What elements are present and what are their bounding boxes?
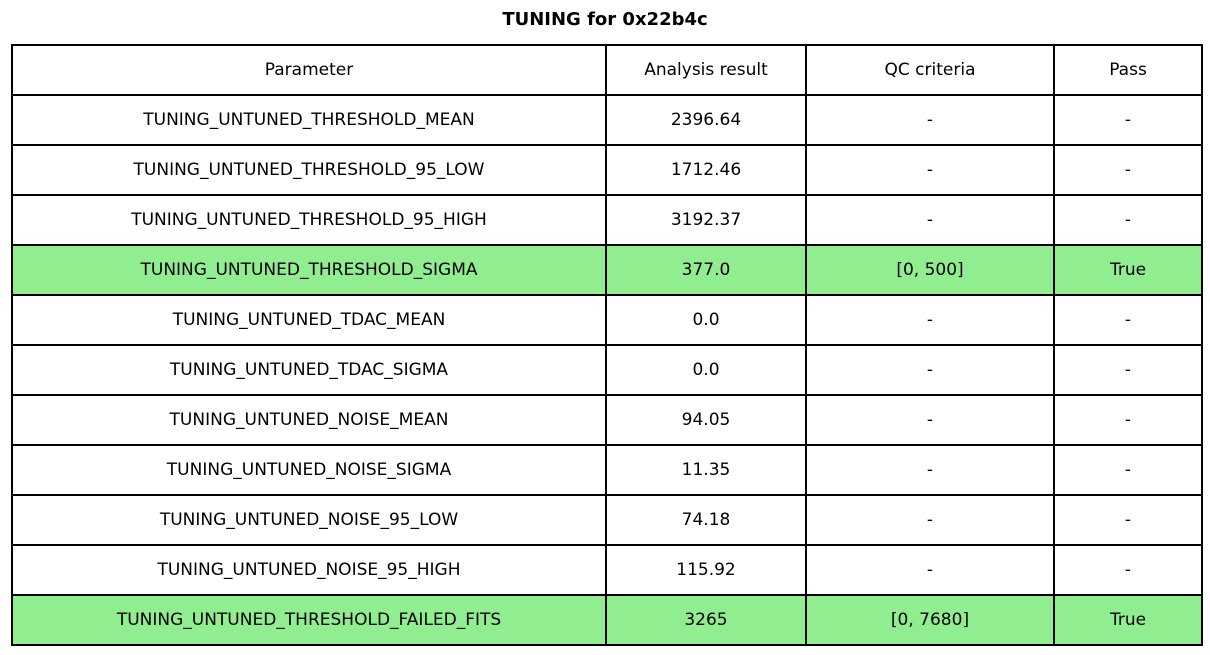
table-row: TUNING_UNTUNED_TDAC_MEAN 0.0- - [11,294,1203,346]
qc-criteria-cell: - [805,444,1055,496]
pass-cell: - [1053,294,1203,346]
qc-criteria-cell: - [805,544,1055,596]
pass-cell: - [1053,444,1203,496]
qc-criteria-cell: [0, 7680] [805,594,1055,646]
parameter-cell: TUNING_UNTUNED_NOISE_95_HIGH [11,544,607,596]
column-header-pass: Pass [1053,44,1203,96]
pass-cell: True [1053,594,1203,646]
pass-cell: - [1053,494,1203,546]
analysis-result-cell: 74.18 [605,494,807,546]
table-row: TUNING_UNTUNED_NOISE_SIGMA 11.35- - [11,444,1203,496]
analysis-result-cell: 2396.64 [605,94,807,146]
page-title: TUNING for 0x22b4c [502,9,708,30]
qc-criteria-cell: [0, 500] [805,244,1055,296]
table-row: TUNING_UNTUNED_NOISE_95_LOW 74.18- - [11,494,1203,546]
table-row: TUNING_UNTUNED_THRESHOLD_95_HIGH 3192.37-… [11,194,1203,246]
table-row: TUNING_UNTUNED_THRESHOLD_95_LOW 1712.46- - [11,144,1203,196]
pass-cell: - [1053,544,1203,596]
qc-criteria-cell: - [805,144,1055,196]
analysis-result-cell: 11.35 [605,444,807,496]
qc-criteria-cell: - [805,344,1055,396]
parameter-cell: TUNING_UNTUNED_THRESHOLD_FAILED_FITS [11,594,607,646]
parameter-cell: TUNING_UNTUNED_NOISE_95_LOW [11,494,607,546]
analysis-result-cell: 0.0 [605,294,807,346]
table-row: TUNING_UNTUNED_THRESHOLD_FAILED_FITS 3265… [11,594,1203,646]
table-row: TUNING_UNTUNED_THRESHOLD_SIGMA 377.0 [0, 5… [11,244,1203,296]
table-body: TUNING_UNTUNED_THRESHOLD_MEAN 2396.64- - TU… [11,94,1203,646]
table-row: TUNING_UNTUNED_NOISE_95_HIGH 115.92- - [11,544,1203,596]
column-header-analysis-result: Analysis result [605,44,807,96]
pass-cell: - [1053,144,1203,196]
parameter-cell: TUNING_UNTUNED_THRESHOLD_MEAN [11,94,607,146]
table-header: Parameter Analysis result QC criteria Pa… [11,44,1203,96]
parameter-cell: TUNING_UNTUNED_THRESHOLD_95_HIGH [11,194,607,246]
column-header-qc-criteria: QC criteria [805,44,1055,96]
table-row: TUNING_UNTUNED_TDAC_SIGMA 0.0- - [11,344,1203,396]
column-header-parameter: Parameter [11,44,607,96]
pass-cell: - [1053,94,1203,146]
pass-cell: - [1053,394,1203,446]
analysis-result-cell: 3192.37 [605,194,807,246]
analysis-result-cell: 94.05 [605,394,807,446]
parameter-cell: TUNING_UNTUNED_THRESHOLD_95_LOW [11,144,607,196]
parameter-cell: TUNING_UNTUNED_NOISE_SIGMA [11,444,607,496]
pass-cell: True [1053,244,1203,296]
qc-criteria-cell: - [805,294,1055,346]
qc-criteria-cell: - [805,394,1055,446]
analysis-result-cell: 3265 [605,594,807,646]
analysis-result-cell: 115.92 [605,544,807,596]
analysis-result-cell: 0.0 [605,344,807,396]
analysis-result-cell: 377.0 [605,244,807,296]
pass-cell: - [1053,344,1203,396]
qc-results-table: Parameter Analysis result QC criteria Pa… [11,44,1203,646]
parameter-cell: TUNING_UNTUNED_TDAC_SIGMA [11,344,607,396]
parameter-cell: TUNING_UNTUNED_THRESHOLD_SIGMA [11,244,607,296]
qc-criteria-cell: - [805,94,1055,146]
table-row: TUNING_UNTUNED_NOISE_MEAN 94.05- - [11,394,1203,446]
parameter-cell: TUNING_UNTUNED_TDAC_MEAN [11,294,607,346]
qc-criteria-cell: - [805,194,1055,246]
parameter-cell: TUNING_UNTUNED_NOISE_MEAN [11,394,607,446]
pass-cell: - [1053,194,1203,246]
header-row: Parameter Analysis result QC criteria Pa… [11,44,1203,96]
table-row: TUNING_UNTUNED_THRESHOLD_MEAN 2396.64- - [11,94,1203,146]
analysis-result-cell: 1712.46 [605,144,807,196]
qc-criteria-cell: - [805,494,1055,546]
